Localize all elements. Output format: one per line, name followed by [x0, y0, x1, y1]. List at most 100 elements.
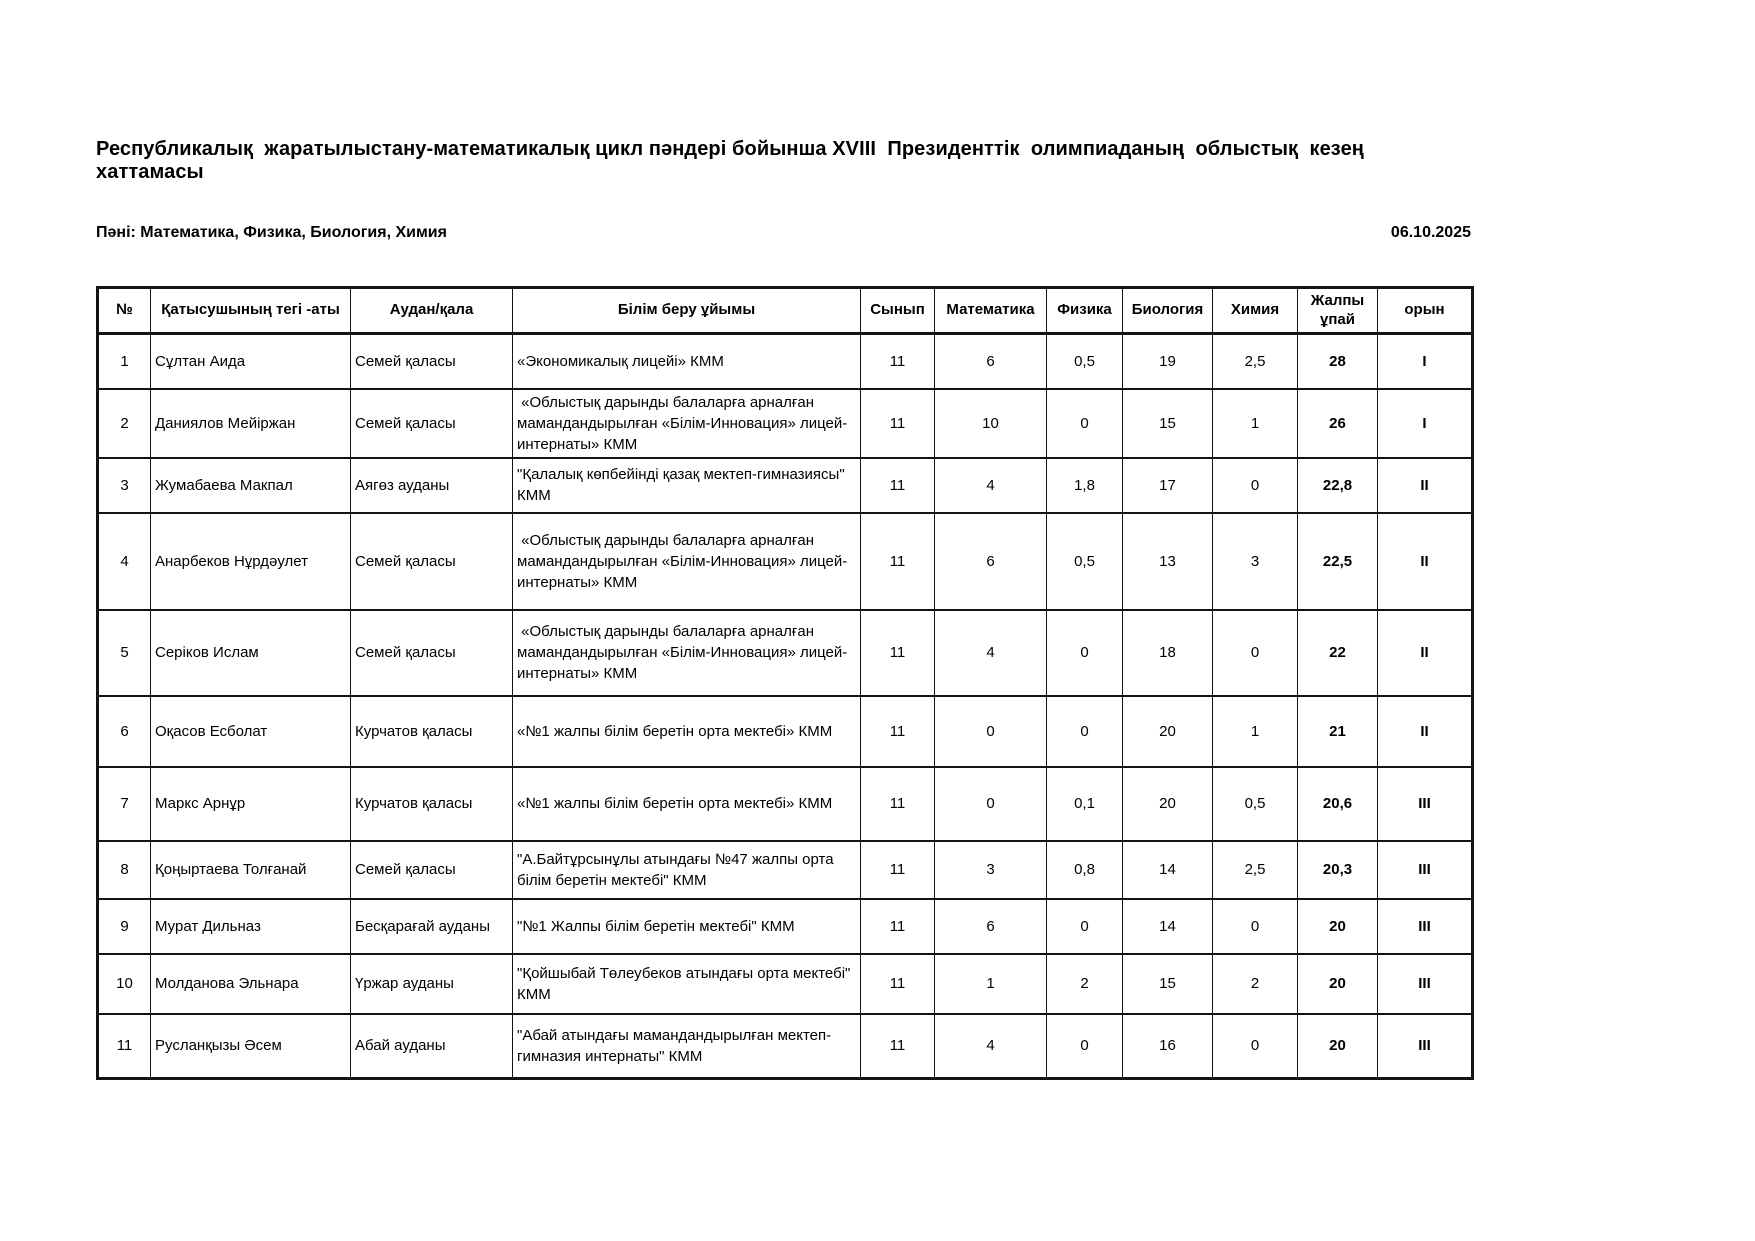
cell-participant: Сұлтан Аида	[150, 332, 351, 390]
cell-total-score: 26	[1297, 387, 1378, 459]
cell-row-number: 11	[97, 1012, 151, 1080]
cell-organization: "А.Байтұрсынұлы атындағы №47 жалпы орта …	[512, 839, 861, 900]
cell-district: Үржар ауданы	[350, 952, 513, 1015]
cell-organization: «Облыстық дарынды балаларға арналған мам…	[512, 608, 861, 697]
cell-organization: "Абай атындағы мамандандырылған мектеп-г…	[512, 1012, 861, 1080]
cell-participant: Қоңыртаева Толғанай	[150, 839, 351, 900]
cell-math-score: 10	[934, 387, 1047, 459]
cell-participant: Жумабаева Макпал	[150, 456, 351, 514]
cell-organization: "Қойшыбай Төлеубеков атындағы орта мекте…	[512, 952, 861, 1015]
cell-grade: 11	[860, 456, 935, 514]
cell-district: Семей қаласы	[350, 387, 513, 459]
cell-math-score: 0	[934, 765, 1047, 842]
cell-physics-score: 0	[1046, 694, 1123, 768]
cell-math-score: 0	[934, 694, 1047, 768]
cell-row-number: 1	[97, 332, 151, 390]
cell-district: Курчатов қаласы	[350, 694, 513, 768]
cell-participant: Маркс Арнұр	[150, 765, 351, 842]
cell-total-score: 20,6	[1297, 765, 1378, 842]
page-title: Республикалық жаратылыстану-математикалы…	[96, 138, 1370, 183]
cell-physics-score: 2	[1046, 952, 1123, 1015]
cell-chemistry-score: 1	[1212, 694, 1298, 768]
cell-place: III	[1377, 952, 1473, 1015]
subject-line: Пәні: Математика, Физика, Биология, Хими…	[96, 224, 447, 241]
cell-place: I	[1377, 332, 1473, 390]
cell-row-number: 6	[97, 694, 151, 768]
cell-physics-score: 0,5	[1046, 511, 1123, 611]
cell-math-score: 4	[934, 456, 1047, 514]
cell-physics-score: 0	[1046, 387, 1123, 459]
cell-math-score: 4	[934, 608, 1047, 697]
cell-math-score: 6	[934, 332, 1047, 390]
table-row: 5 Серіков Ислам Семей қаласы «Облыстық д…	[97, 608, 1473, 697]
cell-district: Курчатов қаласы	[350, 765, 513, 842]
cell-participant: Мурат Дильназ	[150, 897, 351, 955]
cell-chemistry-score: 2,5	[1212, 839, 1298, 900]
cell-physics-score: 0,8	[1046, 839, 1123, 900]
cell-organization: "Қалалық көпбейінді қазақ мектеп-гимнази…	[512, 456, 861, 514]
cell-biology-score: 16	[1122, 1012, 1213, 1080]
table-row: 2 Даниялов Мейіржан Семей қаласы «Облыст…	[97, 387, 1473, 459]
cell-place: II	[1377, 608, 1473, 697]
table-body: 1 Сұлтан Аида Семей қаласы «Экономикалық…	[97, 332, 1473, 1080]
col-header-number: №	[97, 286, 151, 335]
cell-participant: Молданова Эльнара	[150, 952, 351, 1015]
cell-biology-score: 14	[1122, 839, 1213, 900]
cell-biology-score: 20	[1122, 765, 1213, 842]
cell-place: III	[1377, 1012, 1473, 1080]
cell-organization: «Облыстық дарынды балаларға арналған мам…	[512, 511, 861, 611]
table-row: 4 Анарбеков Нұрдәулет Семей қаласы «Облы…	[97, 511, 1473, 611]
cell-math-score: 1	[934, 952, 1047, 1015]
cell-total-score: 20,3	[1297, 839, 1378, 900]
table-header: № Қатысушының тегі -аты Аудан/қала Білім…	[97, 286, 1473, 335]
cell-biology-score: 14	[1122, 897, 1213, 955]
cell-participant: Серіков Ислам	[150, 608, 351, 697]
cell-total-score: 28	[1297, 332, 1378, 390]
cell-physics-score: 0	[1046, 897, 1123, 955]
col-header-organization: Білім беру ұйымы	[512, 286, 861, 335]
col-header-participant: Қатысушының тегі -аты	[150, 286, 351, 335]
cell-row-number: 9	[97, 897, 151, 955]
cell-place: III	[1377, 765, 1473, 842]
cell-chemistry-score: 0	[1212, 897, 1298, 955]
cell-district: Бесқарағай ауданы	[350, 897, 513, 955]
cell-grade: 11	[860, 897, 935, 955]
cell-total-score: 22	[1297, 608, 1378, 697]
table-row: 8 Қоңыртаева Толғанай Семей қаласы "А.Ба…	[97, 839, 1473, 900]
cell-physics-score: 1,8	[1046, 456, 1123, 514]
cell-place: II	[1377, 694, 1473, 768]
cell-row-number: 4	[97, 511, 151, 611]
cell-participant: Анарбеков Нұрдәулет	[150, 511, 351, 611]
cell-grade: 11	[860, 511, 935, 611]
cell-place: II	[1377, 456, 1473, 514]
cell-participant: Русланқызы Әсем	[150, 1012, 351, 1080]
cell-biology-score: 13	[1122, 511, 1213, 611]
col-header-district: Аудан/қала	[350, 286, 513, 335]
col-header-chemistry: Химия	[1212, 286, 1298, 335]
cell-biology-score: 20	[1122, 694, 1213, 768]
cell-biology-score: 15	[1122, 952, 1213, 1015]
cell-physics-score: 0	[1046, 1012, 1123, 1080]
cell-math-score: 6	[934, 897, 1047, 955]
cell-district: Семей қаласы	[350, 608, 513, 697]
cell-district: Семей қаласы	[350, 332, 513, 390]
table-row: 7 Маркс Арнұр Курчатов қаласы «№1 жалпы …	[97, 765, 1473, 842]
cell-math-score: 3	[934, 839, 1047, 900]
cell-physics-score: 0	[1046, 608, 1123, 697]
cell-grade: 11	[860, 694, 935, 768]
cell-row-number: 7	[97, 765, 151, 842]
cell-place: III	[1377, 897, 1473, 955]
cell-chemistry-score: 1	[1212, 387, 1298, 459]
document-page: Республикалық жаратылыстану-математикалы…	[96, 0, 1474, 1080]
col-header-total-score: Жалпы ұпай	[1297, 286, 1378, 335]
cell-row-number: 5	[97, 608, 151, 697]
cell-total-score: 22,5	[1297, 511, 1378, 611]
cell-chemistry-score: 0	[1212, 608, 1298, 697]
table-row: 1 Сұлтан Аида Семей қаласы «Экономикалық…	[97, 332, 1473, 390]
table-row: 10 Молданова Эльнара Үржар ауданы "Қойшы…	[97, 952, 1473, 1015]
col-header-biology: Биология	[1122, 286, 1213, 335]
col-header-place: орын	[1377, 286, 1473, 335]
cell-participant: Даниялов Мейіржан	[150, 387, 351, 459]
cell-row-number: 3	[97, 456, 151, 514]
cell-district: Семей қаласы	[350, 511, 513, 611]
